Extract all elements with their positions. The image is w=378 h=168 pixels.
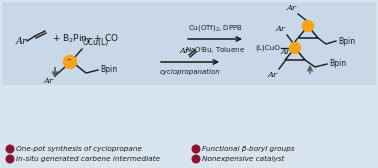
Text: Bpin: Bpin [338,36,355,46]
Text: Nonexpensive catalyst: Nonexpensive catalyst [202,156,284,162]
Circle shape [192,145,200,153]
Text: cyclopropanation: cyclopropanation [160,69,220,75]
FancyBboxPatch shape [2,2,376,86]
Text: Cu(OTf)$_2$, DPPB: Cu(OTf)$_2$, DPPB [187,23,242,33]
Circle shape [302,20,313,32]
Circle shape [290,43,301,53]
Text: Ar: Ar [276,25,286,33]
Text: NaO$^i$Bu, Toluene: NaO$^i$Bu, Toluene [185,45,245,57]
Text: Ar: Ar [180,47,190,55]
Text: One-pot synthesis of cyclopropane: One-pot synthesis of cyclopropane [16,146,142,152]
Text: Ar: Ar [287,4,297,12]
Text: + B$_2$Pin$_2$ + CO: + B$_2$Pin$_2$ + CO [52,33,119,45]
Text: OCu(L): OCu(L) [83,38,109,47]
Text: Ar: Ar [44,77,54,85]
Text: (L)CuO: (L)CuO [255,45,280,51]
Circle shape [6,145,14,153]
Text: Bpin: Bpin [329,59,346,69]
Text: Bpin: Bpin [100,66,117,74]
Circle shape [6,155,14,163]
Text: Ar: Ar [16,36,28,46]
Text: Ar: Ar [281,48,291,56]
Circle shape [64,55,76,69]
Text: Functional β-boryl groups: Functional β-boryl groups [202,146,294,152]
Text: Ar: Ar [268,71,278,79]
Text: In-situ generated carbene intermediate: In-situ generated carbene intermediate [16,156,160,162]
FancyBboxPatch shape [2,85,376,141]
Circle shape [192,155,200,163]
Text: ··: ·· [66,56,72,66]
